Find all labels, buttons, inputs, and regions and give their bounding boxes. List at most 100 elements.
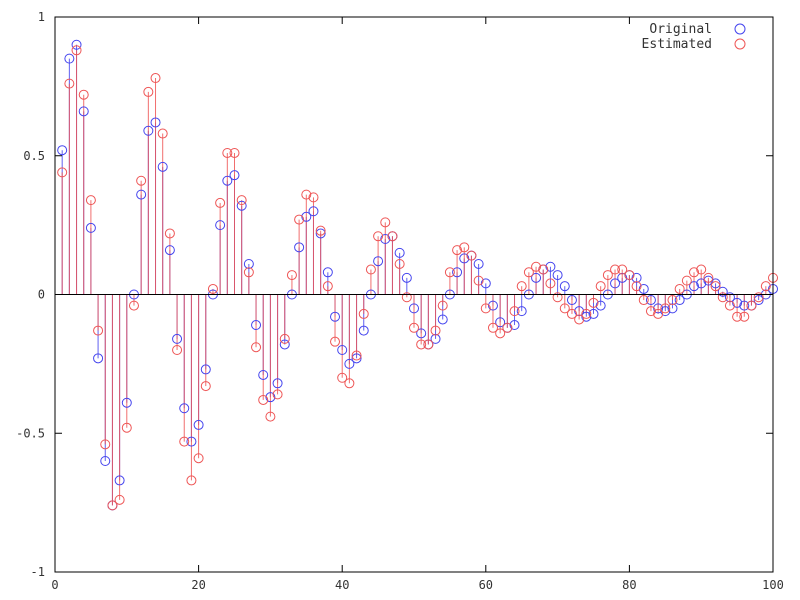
estimated-point — [566, 308, 577, 319]
x-tick-label: 80 — [622, 578, 636, 592]
original-point — [631, 272, 642, 283]
estimated-point — [215, 197, 226, 208]
estimated-point — [358, 308, 369, 319]
estimated-point — [286, 270, 297, 281]
original-point — [71, 39, 82, 50]
original-point — [595, 300, 606, 311]
estimated-point — [365, 264, 376, 275]
original-point — [674, 295, 685, 306]
estimated-point — [466, 250, 477, 261]
original-point — [437, 314, 448, 325]
original-point — [164, 245, 175, 256]
original-point — [459, 253, 470, 264]
estimated-point — [380, 217, 391, 228]
legend-label-original: Original — [649, 22, 712, 37]
original-point — [452, 267, 463, 278]
original-point — [330, 311, 341, 322]
original-point — [251, 320, 262, 331]
original-point — [344, 358, 355, 369]
x-tick-label: 40 — [335, 578, 349, 592]
original-point — [373, 256, 384, 267]
original-point — [638, 283, 649, 294]
original-point — [667, 303, 678, 314]
estimated-point — [717, 292, 728, 303]
original-point — [315, 228, 326, 239]
estimated-point — [724, 300, 735, 311]
estimated-point — [64, 78, 75, 89]
estimated-point — [581, 308, 592, 319]
estimated-point — [71, 45, 82, 56]
legend-marker-estimated — [734, 38, 746, 50]
original-point — [480, 278, 491, 289]
estimated-point — [394, 258, 405, 269]
original-point — [717, 286, 728, 297]
original-point — [566, 295, 577, 306]
estimated-point — [495, 328, 506, 339]
estimated-point — [459, 242, 470, 253]
estimated-point — [487, 322, 498, 333]
estimated-point — [222, 147, 233, 158]
original-point — [653, 303, 664, 314]
estimated-point — [624, 270, 635, 281]
estimated-point — [322, 281, 333, 292]
estimated-point — [473, 275, 484, 286]
estimated-point — [207, 283, 218, 294]
estimated-point — [480, 303, 491, 314]
estimated-point — [179, 436, 190, 447]
original-point — [157, 161, 168, 172]
original-point — [703, 275, 714, 286]
original-point — [753, 295, 764, 306]
x-tick-label: 100 — [762, 578, 784, 592]
original-point — [739, 300, 750, 311]
estimated-point — [559, 303, 570, 314]
markers-layer — [57, 39, 778, 511]
original-point — [85, 222, 96, 233]
estimated-point — [315, 225, 326, 236]
original-point — [552, 270, 563, 281]
estimated-point — [423, 339, 434, 350]
estimated-point — [272, 389, 283, 400]
original-point — [409, 303, 419, 314]
estimated-point — [186, 475, 197, 486]
estimated-point — [645, 306, 656, 317]
original-point — [322, 267, 333, 278]
estimated-point — [344, 378, 355, 389]
estimated-point — [236, 195, 247, 206]
original-point — [179, 403, 190, 414]
y-tick-label: 1 — [38, 10, 45, 24]
original-point — [136, 189, 147, 200]
original-point — [193, 419, 204, 430]
original-point — [78, 106, 89, 117]
original-point — [516, 306, 527, 317]
original-point — [581, 311, 592, 322]
original-point — [401, 272, 412, 283]
legend-label-estimated: Estimated — [642, 37, 712, 52]
original-point — [645, 295, 656, 306]
estimated-point — [509, 306, 520, 317]
estimated-point — [128, 300, 139, 311]
original-point — [495, 317, 506, 328]
original-point — [222, 175, 233, 186]
estimated-point — [258, 394, 269, 405]
original-point — [380, 234, 391, 244]
original-point — [114, 475, 125, 486]
original-point — [394, 247, 405, 258]
estimated-point — [416, 339, 427, 350]
estimated-point — [301, 189, 312, 200]
y-tick-label: 0.5 — [23, 149, 45, 163]
estimated-point — [337, 372, 348, 383]
y-tick-label: -1 — [31, 565, 45, 579]
original-point — [689, 281, 700, 292]
axes-layer: 0 20 40 60 80 100 -1 -0.5 0 0.5 1 — [16, 10, 784, 592]
legend-marker-original — [734, 23, 746, 35]
estimated-point — [143, 86, 154, 97]
estimated-point — [595, 281, 606, 292]
x-tick-label: 60 — [479, 578, 493, 592]
estimated-point — [602, 270, 613, 281]
original-point — [588, 308, 599, 319]
original-point — [265, 392, 276, 403]
estimated-point — [660, 303, 671, 314]
original-point — [337, 345, 348, 355]
estimated-point — [681, 275, 692, 286]
original-point — [121, 397, 132, 408]
